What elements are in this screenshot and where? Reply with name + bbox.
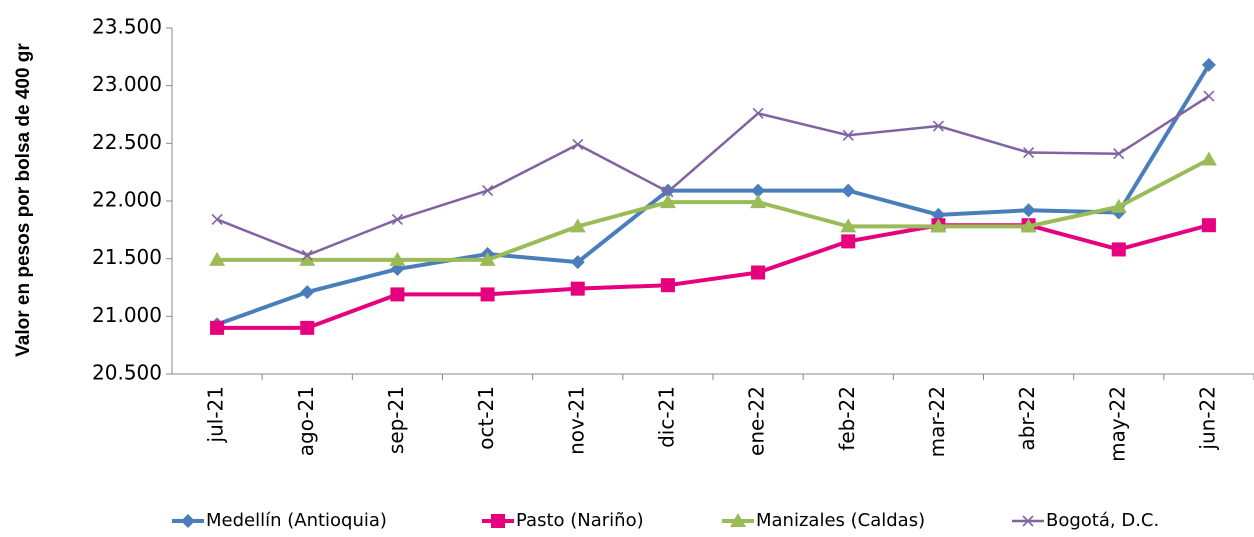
y-tick-label: 23.500 xyxy=(92,15,162,39)
marker xyxy=(569,218,586,233)
marker xyxy=(1111,242,1126,257)
marker xyxy=(1110,198,1127,213)
marker xyxy=(482,185,494,197)
marker xyxy=(1021,203,1036,218)
marker xyxy=(932,120,944,132)
marker xyxy=(660,278,675,293)
x-tick-label: nov-21 xyxy=(564,386,588,455)
marker xyxy=(209,251,226,266)
marker xyxy=(662,186,674,198)
x-tick-label: mar-22 xyxy=(925,386,949,457)
series-line xyxy=(216,94,1210,257)
marker xyxy=(930,218,947,233)
marker xyxy=(1203,90,1215,102)
marker xyxy=(300,320,315,335)
marker xyxy=(1113,148,1125,160)
legend-item: Pasto (Nariño) xyxy=(482,510,644,531)
legend-item: Medellín (Antioquia) xyxy=(172,510,387,531)
legend-marker xyxy=(730,513,746,527)
legend-marker xyxy=(1022,515,1034,527)
marker xyxy=(570,281,585,296)
y-tick-label: 22.000 xyxy=(92,188,162,212)
marker xyxy=(751,265,766,280)
x-tick-label: jul-21 xyxy=(204,386,228,443)
marker xyxy=(1023,146,1035,159)
y-tick-label: 21.500 xyxy=(92,245,162,269)
series-line xyxy=(216,63,1211,327)
marker xyxy=(389,251,406,266)
legend-label: Pasto (Nariño) xyxy=(516,510,644,531)
marker xyxy=(842,129,854,141)
marker xyxy=(300,285,315,300)
marker xyxy=(751,183,766,198)
y-tick-label: 22.500 xyxy=(92,130,162,154)
legend-marker xyxy=(491,514,505,528)
x-tick-label: feb-22 xyxy=(835,386,859,451)
x-tick-label: may-22 xyxy=(1105,386,1129,462)
marker xyxy=(210,320,225,335)
marker xyxy=(390,287,405,302)
x-tick-label: dic-21 xyxy=(654,386,678,448)
x-tick-label: sep-21 xyxy=(384,386,408,454)
x-tick-label: ene-22 xyxy=(745,386,769,456)
y-tick-label: 20.500 xyxy=(92,361,162,385)
legend-marker xyxy=(181,514,195,528)
marker xyxy=(841,234,856,249)
x-tick-label: ago-21 xyxy=(294,386,318,456)
marker xyxy=(1020,218,1037,233)
marker xyxy=(841,183,856,198)
marker xyxy=(479,251,496,266)
legend-label: Medellín (Antioquia) xyxy=(206,510,387,531)
legend-item: Bogotá, D.C. xyxy=(1012,510,1159,531)
marker xyxy=(391,213,403,226)
legend-label: Manizales (Caldas) xyxy=(756,510,925,531)
marker xyxy=(1200,151,1217,166)
marker xyxy=(301,249,313,261)
y-tick-label: 21.000 xyxy=(92,303,162,327)
marker xyxy=(570,255,585,270)
x-tick-label: jun-22 xyxy=(1195,386,1219,451)
series-line xyxy=(217,223,1210,330)
marker xyxy=(299,251,316,266)
marker xyxy=(659,194,676,209)
marker xyxy=(840,218,857,233)
x-tick-label: oct-21 xyxy=(474,386,498,450)
marker xyxy=(572,138,584,151)
marker xyxy=(1201,218,1216,233)
marker xyxy=(480,287,495,302)
y-tick-label: 23.000 xyxy=(92,72,162,96)
y-axis-label: Valor en pesos por bolsa de 400 gr xyxy=(13,43,34,357)
marker xyxy=(1201,57,1216,72)
marker xyxy=(211,213,223,226)
marker xyxy=(752,107,764,119)
marker xyxy=(750,194,767,209)
legend-label: Bogotá, D.C. xyxy=(1046,510,1159,531)
legend-item: Manizales (Caldas) xyxy=(722,510,925,531)
series-line xyxy=(217,157,1210,262)
x-tick-label: abr-22 xyxy=(1015,386,1039,451)
